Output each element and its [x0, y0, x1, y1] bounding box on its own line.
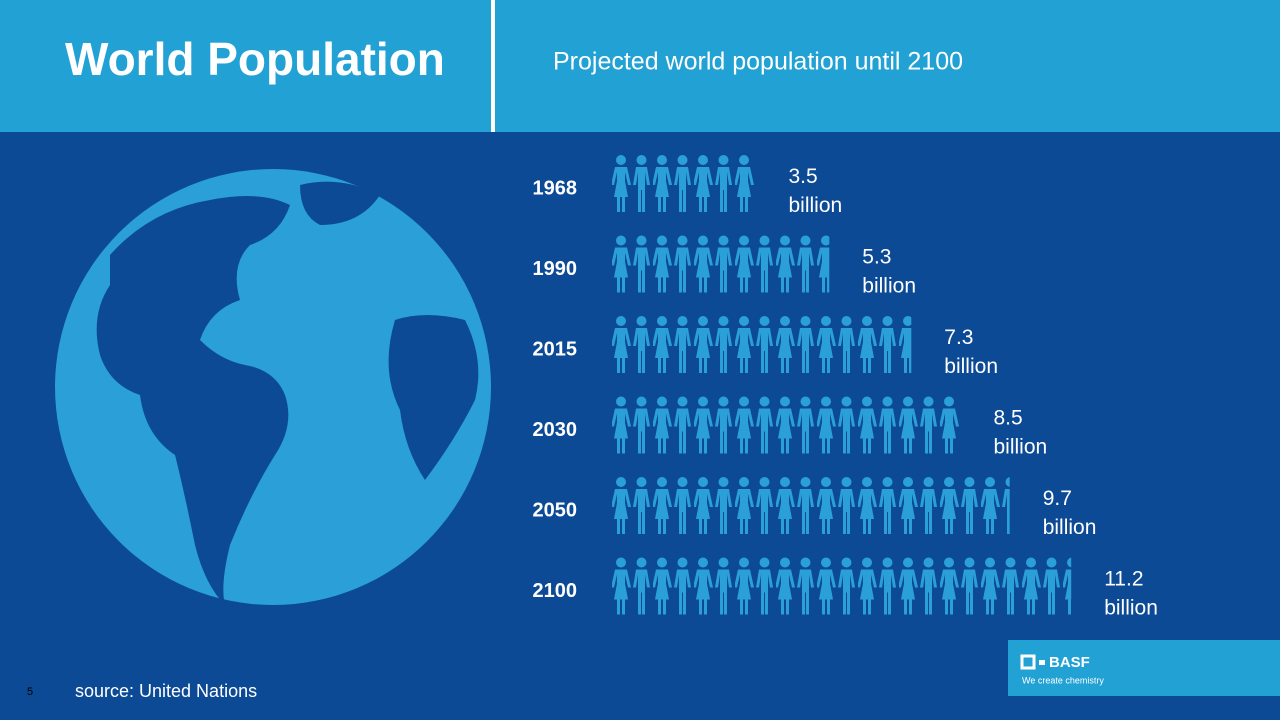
- value-label: 9.7 billion: [1043, 487, 1097, 539]
- page-number: 5: [27, 686, 33, 698]
- globe: [55, 169, 491, 605]
- bar: [612, 316, 912, 373]
- logo-tagline: We create chemistry: [1022, 675, 1104, 685]
- bar: [612, 557, 1072, 615]
- divider: [491, 0, 495, 132]
- value-label: 3.5 billion: [789, 165, 843, 217]
- value-label: 5.3 billion: [862, 245, 916, 297]
- bar: [612, 477, 1010, 534]
- value-label: 8.5 billion: [994, 406, 1048, 458]
- bar: [612, 155, 756, 212]
- value-label: 7.3 billion: [944, 326, 998, 378]
- source: source: United Nations: [75, 681, 257, 701]
- category-label: 1990: [533, 258, 578, 280]
- title: World Population: [65, 33, 445, 85]
- value-label: 11.2 billion: [1104, 567, 1158, 619]
- logo-name: BASF: [1049, 654, 1090, 671]
- header-band: [0, 0, 1280, 132]
- category-label: 2050: [533, 499, 578, 521]
- subtitle: Projected world population until 2100: [553, 48, 963, 76]
- bar: [612, 235, 830, 293]
- logo: BASF We create chemistry: [1008, 640, 1280, 696]
- bar: [612, 396, 961, 454]
- category-label: 1968: [533, 177, 578, 199]
- category-label: 2100: [533, 580, 578, 602]
- category-label: 2030: [533, 419, 578, 441]
- category-label: 2015: [533, 338, 578, 360]
